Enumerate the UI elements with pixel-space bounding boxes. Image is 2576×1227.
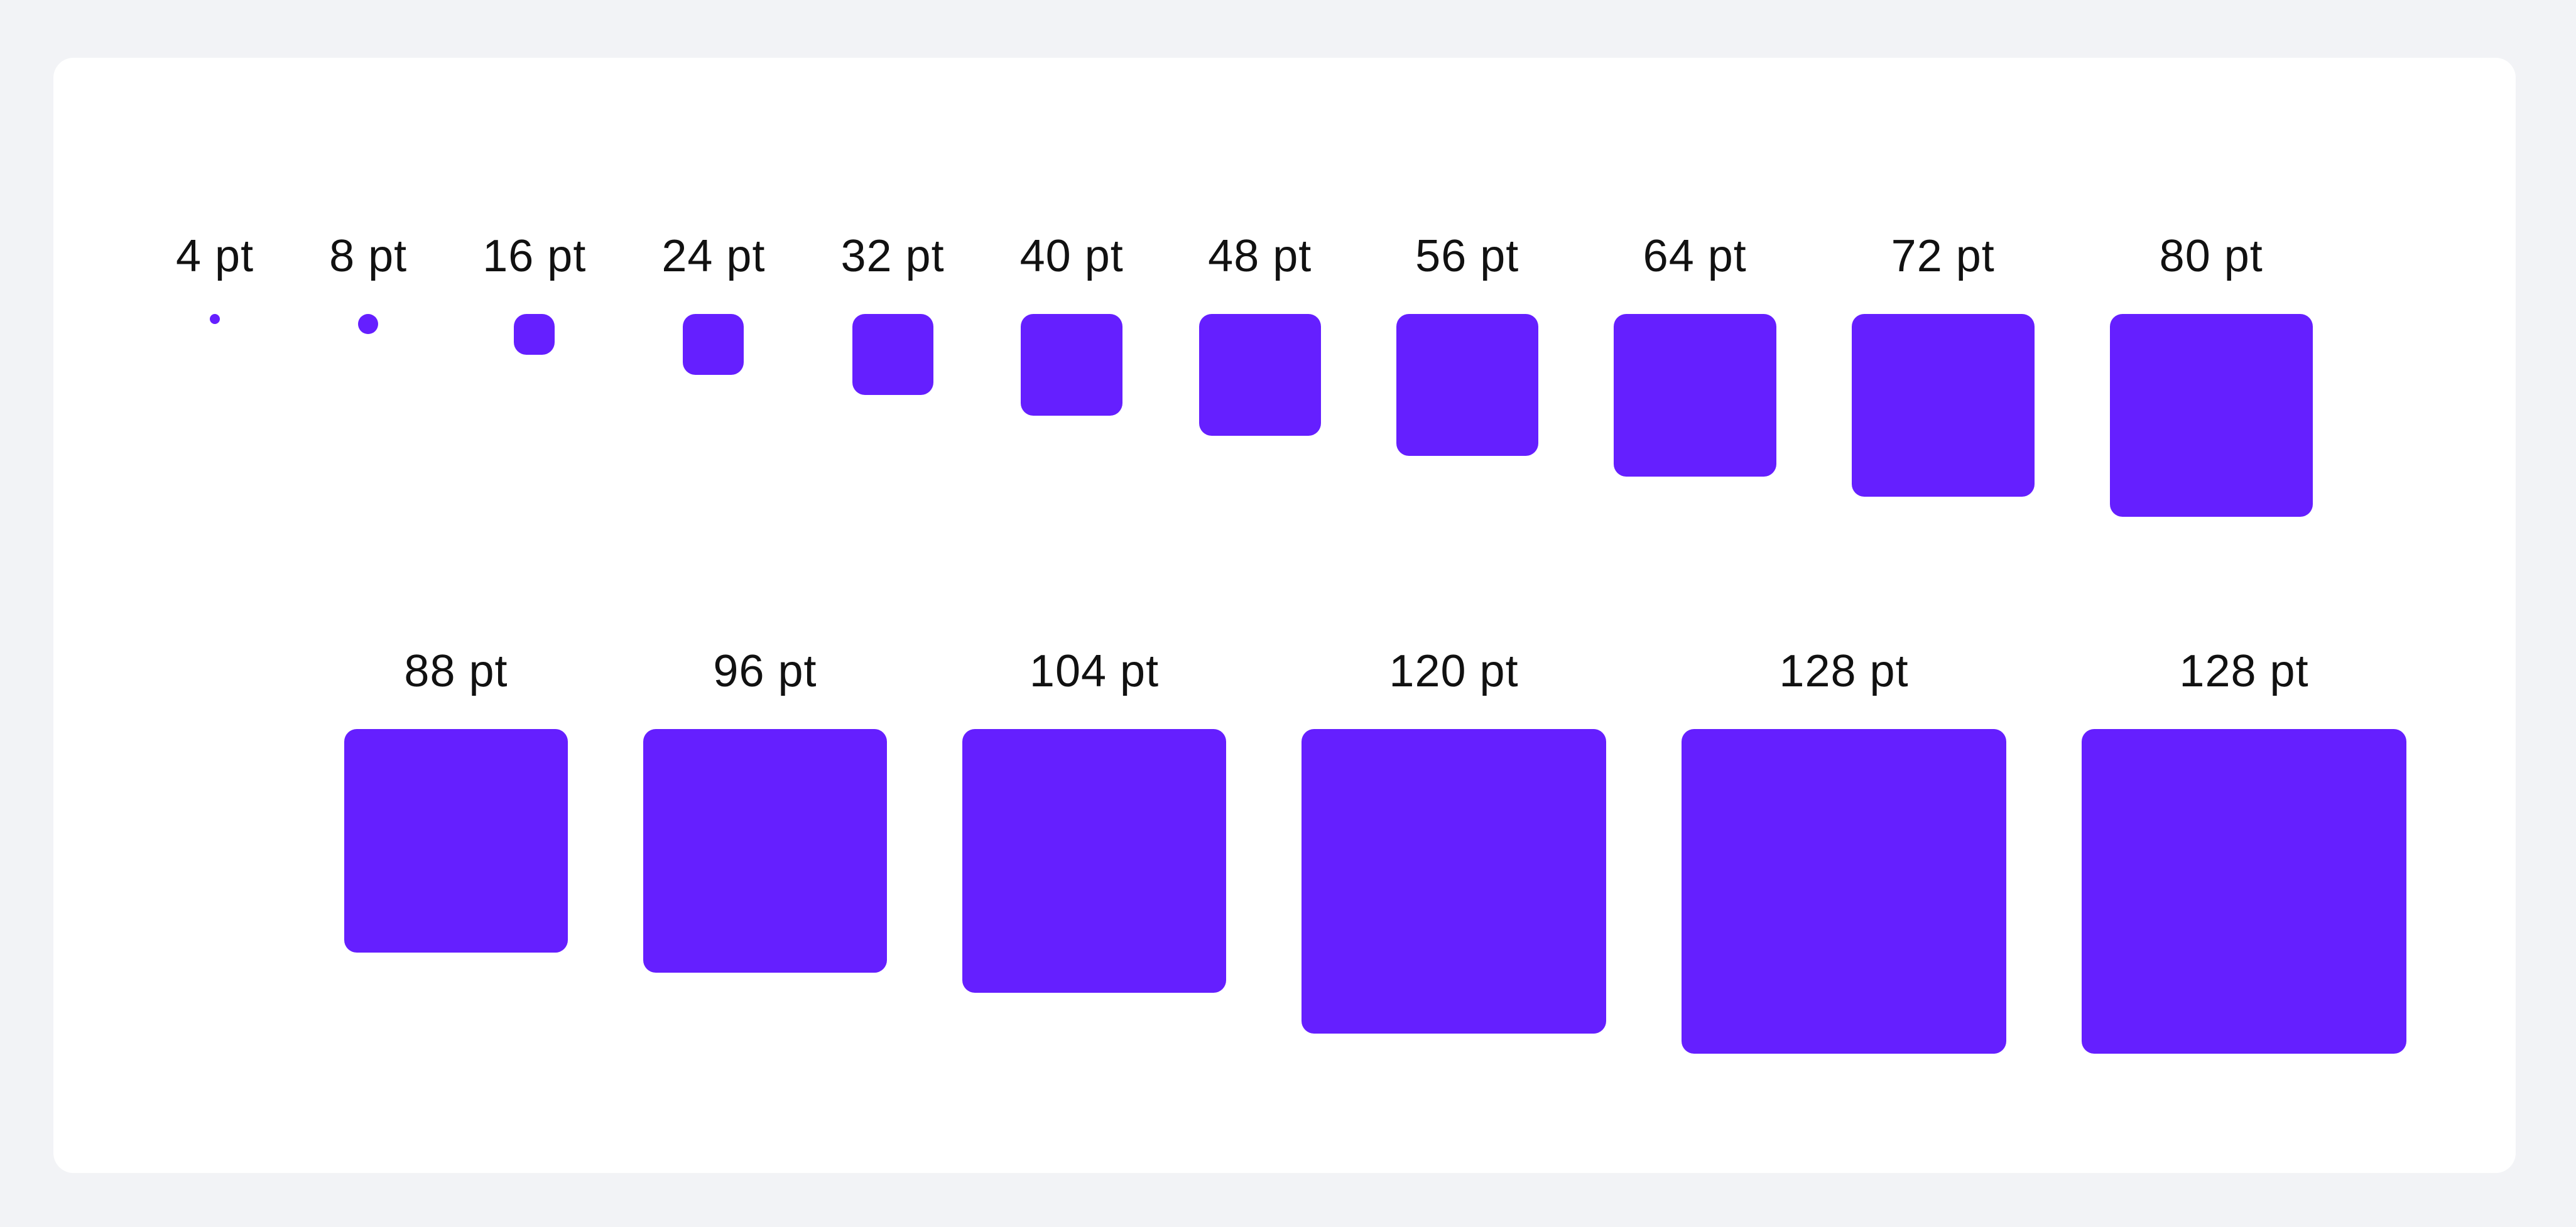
scale-item: 88 pt (344, 649, 568, 953)
scale-item: 48 pt (1198, 231, 1321, 436)
scale-swatch (210, 314, 220, 324)
scale-item: 128 pt (2082, 649, 2406, 1054)
scale-swatch (358, 314, 379, 334)
scale-item: 72 pt (1851, 231, 2035, 497)
scale-item: 120 pt (1302, 649, 1606, 1034)
scale-item: 40 pt (1020, 234, 1124, 416)
scale-item-label: 120 pt (1389, 646, 1519, 696)
scale-swatch (2109, 314, 2313, 517)
scale-item-label: 40 pt (1019, 231, 1124, 281)
scale-swatch (1613, 314, 1776, 477)
scale-item-label: 88 pt (404, 646, 508, 696)
scale-item-label: 56 pt (1415, 231, 1519, 281)
scale-item-label: 8 pt (329, 231, 408, 281)
scale-row-bottom: 88 pt 96 pt 104 pt 120 pt 128 pt 128 pt (344, 649, 2516, 1054)
scale-swatch (514, 314, 555, 355)
scale-item-label: 96 pt (713, 646, 817, 696)
scale-item: 80 pt (2109, 231, 2313, 517)
scale-swatch (1302, 729, 1606, 1034)
scale-item-label: 104 pt (1029, 646, 1160, 696)
scale-swatch (344, 729, 568, 953)
scale-item-label: 80 pt (2159, 231, 2263, 281)
scale-item-label: 32 pt (840, 231, 945, 281)
scale-swatch (1682, 729, 2006, 1054)
scale-swatch (2082, 729, 2406, 1054)
scale-item: 16 pt (482, 234, 586, 355)
scale-swatch (1198, 314, 1321, 436)
scale-item-label: 48 pt (1208, 231, 1312, 281)
scale-row-top: 4 pt 8 pt 16 pt 24 pt 32 pt 40 pt 48 pt … (176, 234, 2516, 517)
scale-swatch (1851, 314, 2035, 497)
scale-swatch (683, 314, 744, 375)
scale-item-label: 16 pt (482, 231, 587, 281)
scale-item: 32 pt (840, 234, 944, 395)
scale-item-label: 128 pt (1779, 646, 1909, 696)
scale-swatch (962, 729, 1226, 993)
scale-item-label: 4 pt (176, 231, 254, 281)
scale-item: 24 pt (661, 234, 765, 375)
scale-item-label: 64 pt (1643, 231, 1747, 281)
scale-swatch (643, 729, 887, 973)
spacing-scale-card: 4 pt 8 pt 16 pt 24 pt 32 pt 40 pt 48 pt … (53, 58, 2516, 1173)
scale-item: 64 pt (1613, 231, 1776, 477)
scale-item-label: 24 pt (661, 231, 766, 281)
scale-item-label: 128 pt (2179, 646, 2309, 696)
scale-item: 56 pt (1396, 234, 1538, 456)
scale-item: 96 pt (643, 649, 887, 973)
scale-swatch (1021, 314, 1123, 416)
scale-swatch (1396, 314, 1538, 456)
scale-item-label: 72 pt (1891, 231, 1995, 281)
scale-swatch (852, 314, 933, 395)
scale-item: 104 pt (962, 649, 1226, 993)
scale-item: 8 pt (329, 234, 407, 334)
scale-item: 4 pt (176, 234, 254, 324)
scale-item: 128 pt (1682, 649, 2006, 1054)
